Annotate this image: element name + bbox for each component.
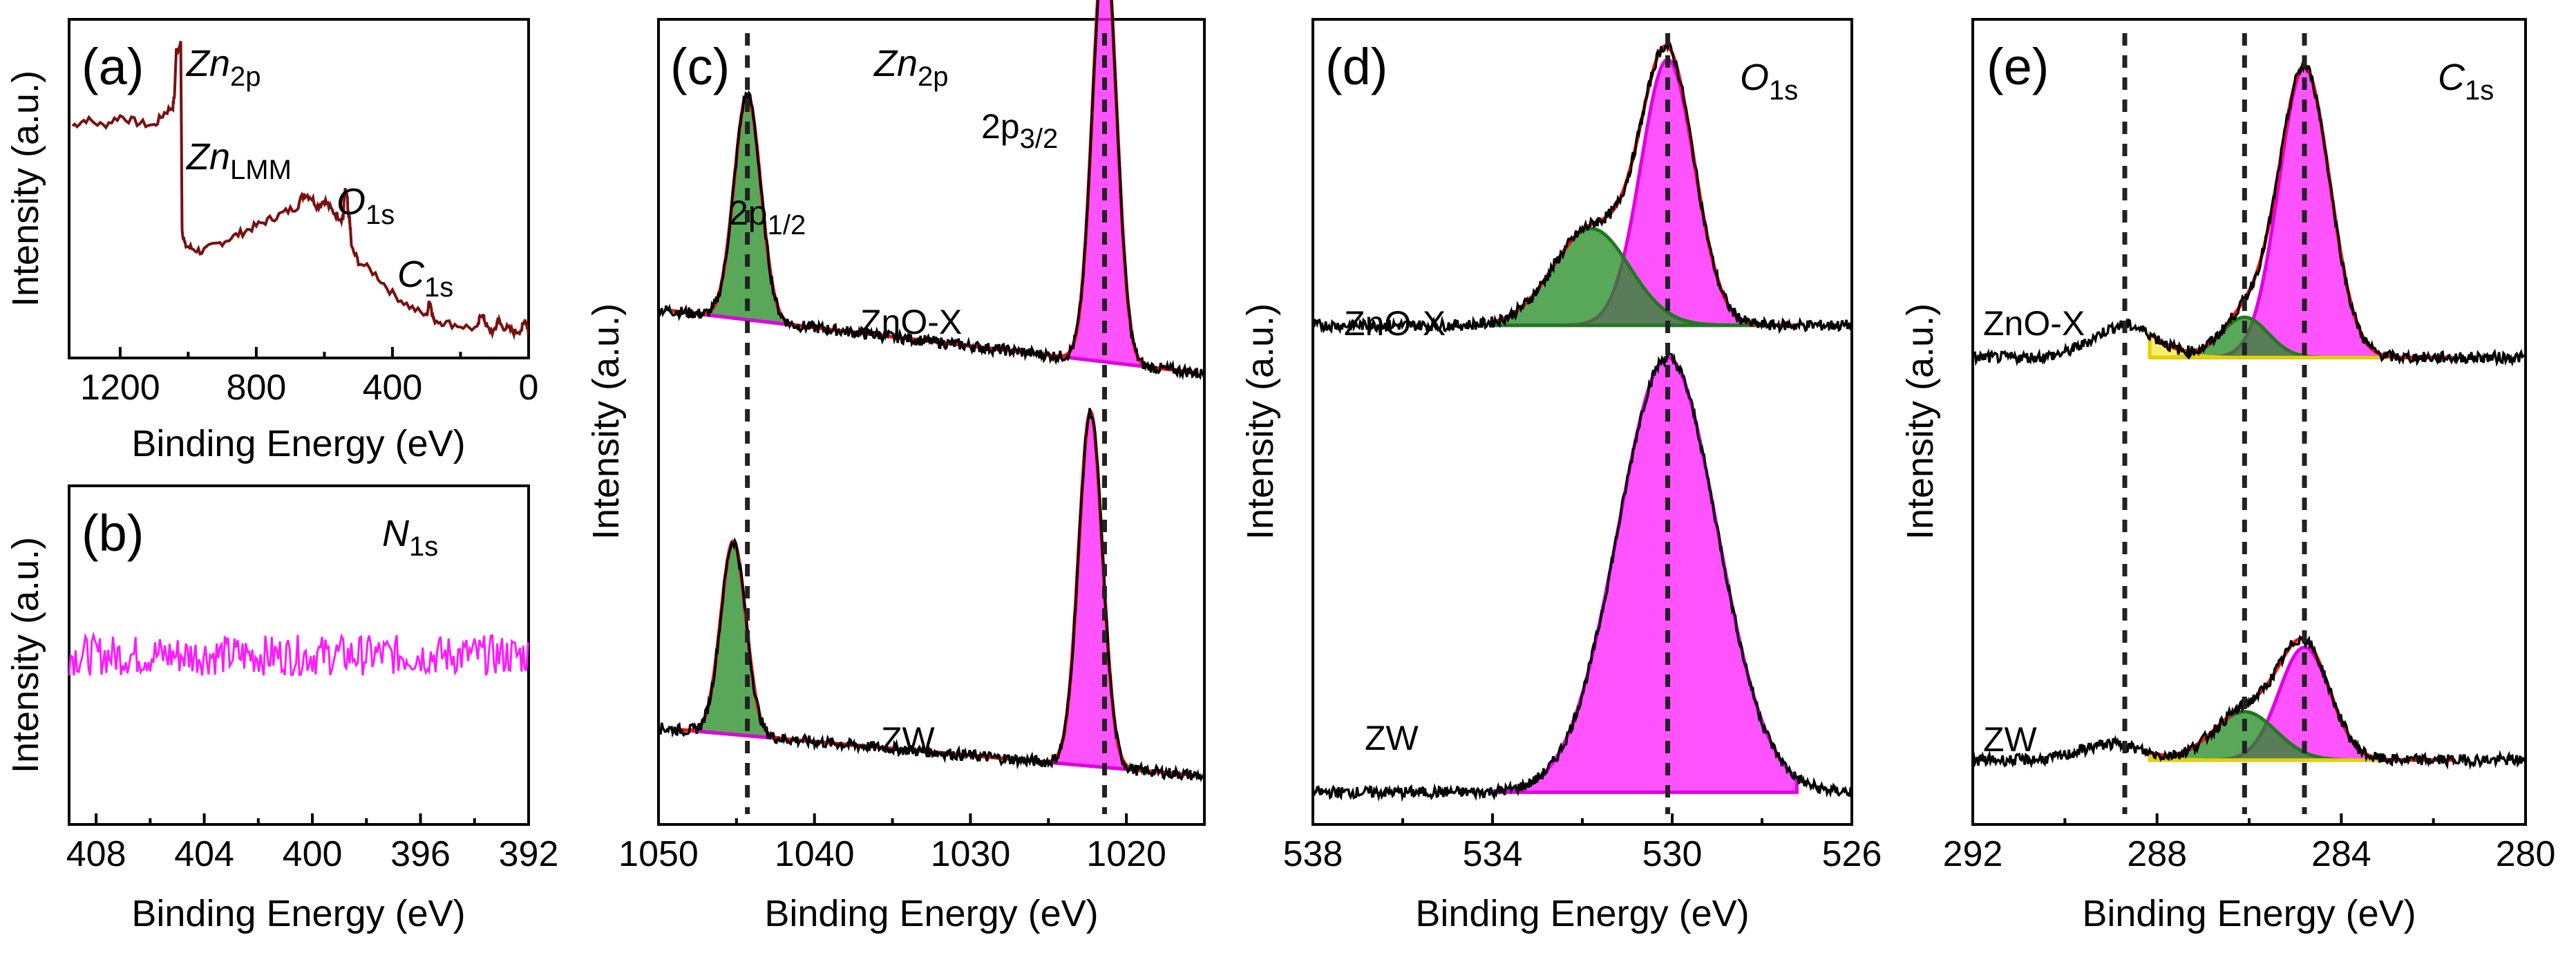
panel-a-o1s-label: O1s (337, 181, 395, 230)
panel-d-series1-label: ZnO-X (1344, 304, 1446, 343)
panel-e-series1-label: ZnO-X (1983, 304, 2085, 343)
pe-series1-raw-line (1971, 60, 2526, 367)
panel-c: 1050 1040 1030 1020 (c) Zn2p 2p1/2 2p3/2 Zn… (585, 0, 1206, 934)
panel-c-xlabel: Binding Energy (eV) (764, 893, 1098, 934)
panel-c-xtick-label: 1030 (931, 834, 1011, 874)
panel-a-zn2p-label: Zn2p (185, 43, 261, 92)
panel-c-ticks: 1050 1040 1030 1020 (618, 813, 1206, 874)
panel-d-ticks: 538 534 530 526 (1283, 813, 1882, 874)
panel-b-xtick-label: 408 (66, 834, 126, 874)
panel-a-frame (68, 18, 530, 359)
pd-series1-raw-line (1311, 41, 1853, 334)
panel-e: 292 288 284 280 (e) C1s ZnO-X ZW Binding En… (1900, 18, 2556, 934)
panel-a-xlabel: Binding Energy (eV) (131, 423, 465, 464)
panel-b-series-group (68, 631, 529, 677)
panel-d-xtick-label: 530 (1642, 834, 1703, 874)
panel-b-xtick-label: 404 (174, 834, 234, 874)
panel-a-series-group (71, 41, 529, 341)
panel-c-series2-label: ZW (881, 720, 936, 759)
pd-series2-component-1 (1488, 355, 1799, 794)
panel-c-2p32-label: 2p3/2 (981, 107, 1058, 154)
panel-d-series-group (1311, 41, 1853, 802)
panel-b-xtick-label: 400 (283, 834, 343, 874)
panel-c-series-group (657, 0, 1206, 782)
panel-b-label: (b) (82, 504, 144, 562)
pc-series1-raw-line (657, 0, 1206, 381)
panel-a-znlmm-label: ZnLMM (185, 136, 292, 185)
pe-series1-component-1 (2150, 66, 2453, 359)
panel-d-ylabel: Intensity (a.u.) (1240, 303, 1281, 540)
panel-e-ticks: 292 288 284 280 (1943, 813, 2556, 874)
panel-a-ylabel: Intensity (a.u.) (5, 70, 46, 307)
panel-b-n1s-line (68, 631, 529, 677)
pc-series2-raw-line (657, 408, 1206, 782)
panel-a-label: (a) (82, 38, 144, 95)
pe-series2-raw-line (1971, 635, 2526, 770)
panel-a-xtick-label: 0 (519, 368, 539, 408)
panel-e-xtick-label: 288 (2127, 834, 2187, 874)
panel-b-xtick-label: 396 (390, 834, 451, 874)
panel-a-survey-line (71, 41, 529, 341)
panel-d-title: O1s (1740, 57, 1798, 106)
panel-d-xtick-label: 534 (1463, 834, 1523, 874)
panel-a-ticks: 1200 800 400 0 (80, 347, 538, 408)
panel-a-xtick-label: 800 (227, 368, 287, 408)
panel-e-xtick-label: 280 (2496, 834, 2556, 874)
panel-b-n1s-label: N1s (382, 513, 438, 562)
panel-b-xlabel: Binding Energy (eV) (131, 893, 465, 934)
panel-d-xtick-label: 538 (1283, 834, 1343, 874)
panel-b-frame (68, 484, 530, 826)
panel-d-series2-label: ZW (1365, 719, 1419, 757)
panel-a-xtick-label: 1200 (80, 368, 160, 408)
panel-b-ticks: 408 404 400 396 392 (66, 813, 559, 874)
pe-series2-component-1 (2150, 645, 2453, 762)
panel-c-xtick-label: 1020 (1086, 834, 1166, 874)
panel-b: 408 404 400 396 392 (b) N1s Binding Energy (… (5, 484, 559, 934)
panel-a-c1s-label: C1s (397, 254, 453, 303)
panel-e-reference-lines (2122, 33, 2307, 814)
panel-d: 538 534 530 526 (d) O1s ZnO-X ZW Binding En… (1240, 18, 1882, 934)
panel-c-2p12-label: 2p1/2 (729, 194, 806, 240)
panel-a: 1200 800 400 0 (a) Zn2p ZnLMM O1s C1s Bindi… (5, 18, 538, 464)
panel-c-frame (657, 18, 1206, 826)
panel-e-xtick-label: 292 (1943, 834, 2003, 874)
panel-c-series1-label: ZnO-X (860, 303, 962, 341)
panel-b-ylabel: Intensity (a.u.) (5, 537, 46, 773)
panel-e-title: C1s (2438, 57, 2494, 106)
panel-a-xtick-label: 400 (363, 368, 423, 408)
panel-e-series2-label: ZW (1983, 720, 2038, 759)
pd-series2-raw-line (1311, 352, 1853, 802)
panel-b-xtick-label: 392 (499, 834, 559, 874)
panel-e-xlabel: Binding Energy (eV) (2082, 893, 2416, 934)
panel-e-xtick-label: 284 (2311, 834, 2371, 874)
panel-c-reference-lines (745, 33, 1108, 814)
panel-e-ylabel: Intensity (a.u.) (1900, 303, 1941, 540)
panel-e-label: (e) (1987, 38, 2049, 95)
panel-c-xtick-label: 1040 (775, 834, 855, 874)
panel-c-ylabel: Intensity (a.u.) (585, 303, 627, 540)
panel-d-xtick-label: 526 (1822, 834, 1882, 874)
panel-e-series-group (1971, 60, 2526, 770)
panel-c-label: (c) (670, 38, 730, 95)
panel-c-xtick-label: 1050 (618, 834, 699, 874)
panel-d-label: (d) (1325, 38, 1388, 95)
panel-c-title: Zn2p (873, 43, 949, 92)
panel-d-xlabel: Binding Energy (eV) (1415, 893, 1749, 934)
